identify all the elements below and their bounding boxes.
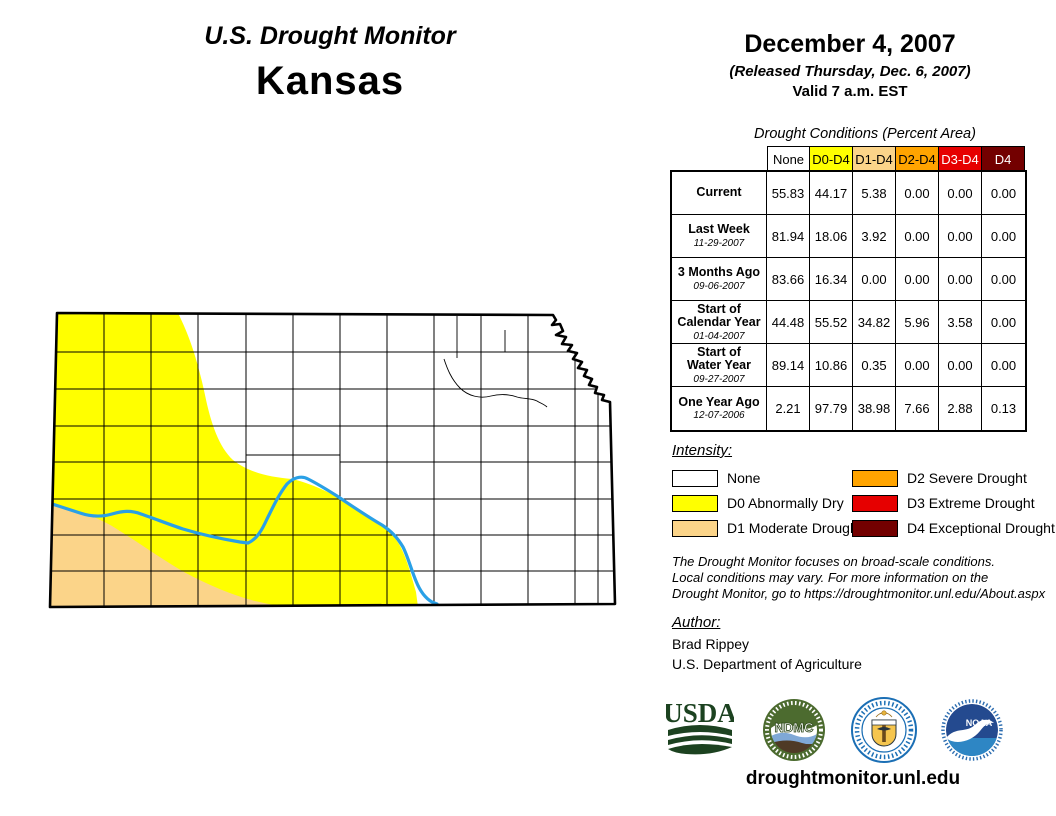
ndmc-logo-icon: NDMC xyxy=(763,699,825,761)
table-cell: 0.00 xyxy=(939,344,982,387)
legend-swatch-d3 xyxy=(852,494,898,512)
col-header-d1-d4: D1-D4 xyxy=(852,146,896,172)
col-header-d0-d4: D0-D4 xyxy=(809,146,853,172)
valid-time: Valid 7 a.m. EST xyxy=(792,83,908,100)
table-cell: 89.14 xyxy=(767,344,810,387)
d1-region xyxy=(50,504,285,607)
col-header-none: None xyxy=(767,146,810,172)
state-name: Kansas xyxy=(255,59,405,103)
report-title: U.S. Drought Monitor xyxy=(204,22,456,50)
table-cell: 7.66 xyxy=(896,387,939,430)
author-heading: Author: xyxy=(672,614,721,631)
usda-logo-icon: USDA xyxy=(666,698,734,755)
table-cell: 44.17 xyxy=(810,172,853,215)
kansas-river-boundary xyxy=(443,358,548,408)
author-name: Brad Rippey xyxy=(672,636,750,652)
row-label-last-week: Last Week 11-29-2007 xyxy=(672,215,767,258)
table-cell: 0.00 xyxy=(982,344,1025,387)
legend-item-d0: D0 Abnormally Dry xyxy=(672,494,844,512)
table-cell: 0.00 xyxy=(896,172,939,215)
table-cell: 0.13 xyxy=(990,401,1017,416)
table-cell: 55.52 xyxy=(810,301,853,344)
table-cell: 0.00 xyxy=(939,172,982,215)
date-block: December 4, 2007 (Released Thursday, Dec… xyxy=(688,30,1012,100)
row-label-current: Current xyxy=(672,172,767,215)
legend-swatch-d1 xyxy=(672,519,718,537)
row-label-one-year-ago: One Year Ago 12-07-2006 xyxy=(672,387,767,430)
table-cell: 2.88 xyxy=(939,387,982,430)
d0-region xyxy=(50,313,418,607)
legend-item-d4: D4 Exceptional Drought xyxy=(852,519,1055,537)
svg-text:NDMC: NDMC xyxy=(775,720,815,735)
table-cell: 18.06 xyxy=(810,215,853,258)
col-header-d2-d4: D2-D4 xyxy=(895,146,939,172)
kansas-drought-map xyxy=(48,311,617,609)
map-date: December 4, 2007 xyxy=(744,30,956,58)
table-cell: 5.38 xyxy=(853,172,896,215)
table-cell: 0.00 xyxy=(939,215,982,258)
table-cell: 3.58 xyxy=(939,301,982,344)
table-cell: 5.96 xyxy=(896,301,939,344)
table-cell: 0.00 xyxy=(982,215,1025,258)
table-cell: 0.35 xyxy=(853,344,896,387)
col-header-d3-d4: D3-D4 xyxy=(938,146,982,172)
table-cell: 0.00 xyxy=(939,258,982,301)
table-cell: 2.21 xyxy=(767,387,810,430)
legend-swatch-d4 xyxy=(852,519,898,537)
release-date: (Released Thursday, Dec. 6, 2007) xyxy=(729,63,971,80)
legend-item-d3: D3 Extreme Drought xyxy=(852,494,1035,512)
noaa-logo-icon: NOAA xyxy=(941,699,1003,761)
svg-text:USDA: USDA xyxy=(666,698,734,728)
legend-item-d1: D1 Moderate Drought xyxy=(672,519,862,537)
table-cell: 0.00 xyxy=(982,258,1025,301)
table-cell: 16.34 xyxy=(810,258,853,301)
legend-item-d2: D2 Severe Drought xyxy=(852,469,1027,487)
footer-url: droughtmonitor.unl.edu xyxy=(745,768,961,789)
legend-swatch-d0 xyxy=(672,494,718,512)
disclaimer-text: The Drought Monitor focuses on broad-sca… xyxy=(672,554,1046,601)
title-block: U.S. Drought Monitor Kansas xyxy=(130,22,530,104)
table-cell: 34.82 xyxy=(853,301,896,344)
table-cell: 38.98 xyxy=(853,387,896,430)
table-cell: 0.00 xyxy=(982,301,1025,344)
table-cell: 0.00 xyxy=(982,172,1025,215)
legend-swatch-none xyxy=(672,469,718,487)
table-cell: 0.00 xyxy=(896,258,939,301)
table-cell: 81.94 xyxy=(767,215,810,258)
table-cell: 83.66 xyxy=(767,258,810,301)
row-label-3-months-ago: 3 Months Ago 09-06-2007 xyxy=(672,258,767,301)
table-cell: 0.00 xyxy=(853,258,896,301)
svg-text:NOAA: NOAA xyxy=(966,718,993,728)
author-org: U.S. Department of Agriculture xyxy=(672,656,862,672)
river-line xyxy=(50,475,439,606)
row-label-start-calendar-year: Start of Calendar Year 01-04-2007 xyxy=(672,301,767,344)
col-header-d4: D4 xyxy=(981,146,1025,172)
table-cell: 97.79 xyxy=(810,387,853,430)
row-label-start-water-year: Start of Water Year 09-27-2007 xyxy=(672,344,767,387)
table-cell: 0.00 xyxy=(896,215,939,258)
state-border xyxy=(48,311,617,609)
table-cell: 55.83 xyxy=(767,172,810,215)
table-cell: 3.92 xyxy=(853,215,896,258)
drought-conditions-table: Current 55.83 44.17 5.38 0.00 0.00 0.00 … xyxy=(670,170,1027,432)
legend-swatch-d2 xyxy=(852,469,898,487)
table-title: Drought Conditions (Percent Area) xyxy=(754,126,976,142)
legend-item-none: None xyxy=(672,469,760,487)
table-header-row: None D0-D4 D1-D4 D2-D4 D3-D4 D4 xyxy=(767,146,1028,172)
table-cell: 10.86 xyxy=(810,344,853,387)
county-boundaries xyxy=(50,313,615,607)
commerce-seal-icon xyxy=(851,697,917,763)
table-cell: 44.48 xyxy=(767,301,810,344)
legend-title: Intensity: xyxy=(672,442,733,459)
table-cell: 0.00 xyxy=(896,344,939,387)
